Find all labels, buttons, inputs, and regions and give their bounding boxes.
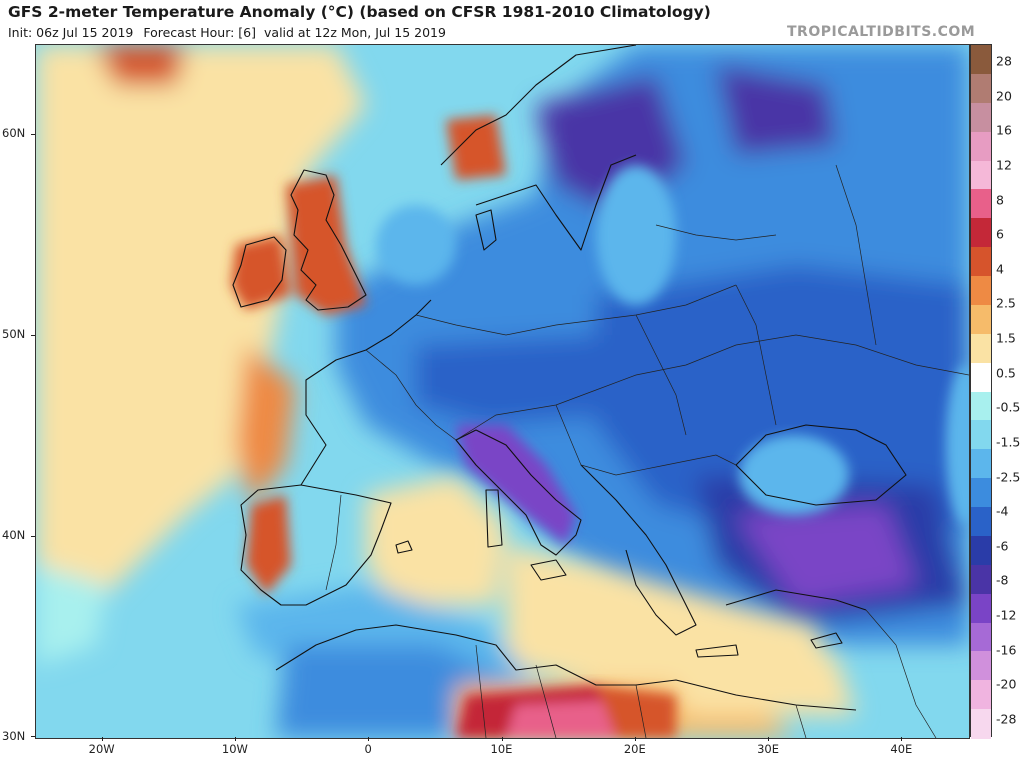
colorbar-label: -12 bbox=[996, 607, 1017, 623]
valid-time: valid at 12z Mon, Jul 15 2019 bbox=[264, 25, 446, 40]
country-borders bbox=[325, 164, 969, 738]
colorbar-segment bbox=[971, 593, 991, 623]
atlantic-warm-region bbox=[36, 45, 366, 665]
colorbar-segment bbox=[971, 247, 991, 277]
longitude-label: 40E bbox=[890, 742, 913, 756]
latitude-tick bbox=[31, 134, 35, 136]
colorbar-segment bbox=[971, 680, 991, 710]
colorbar-segment bbox=[971, 420, 991, 450]
latitude-label: 40N bbox=[2, 528, 26, 543]
latitude-label: 30N bbox=[2, 729, 26, 743]
colorbar-label: 1.5 bbox=[996, 330, 1016, 346]
north-africa-hot-region bbox=[456, 685, 676, 738]
colorbar-label: 28 bbox=[996, 53, 1012, 69]
forecast-info: Init: 06z Jul 15 2019 Forecast Hour: [6] v… bbox=[8, 25, 446, 40]
longitude-tick bbox=[901, 737, 903, 741]
colorbar-segment bbox=[971, 507, 991, 537]
colorbar-segment bbox=[971, 276, 991, 306]
map-canvas bbox=[36, 45, 969, 738]
colorbar-label: -4 bbox=[996, 503, 1009, 519]
colorbar-segment bbox=[971, 102, 991, 133]
colorbar-label: -0.5 bbox=[996, 399, 1021, 415]
colorbar-label: -2.5 bbox=[996, 469, 1021, 485]
colorbar-segment bbox=[971, 218, 991, 248]
colorbar-label: -16 bbox=[996, 642, 1017, 658]
colorbar-segment bbox=[971, 449, 991, 479]
longitude-tick bbox=[501, 737, 503, 741]
longitude-label: 20E bbox=[623, 742, 646, 756]
colorbar-segment bbox=[971, 160, 991, 190]
init-time: Init: 06z Jul 15 2019 bbox=[8, 25, 134, 40]
longitude-label: 0 bbox=[364, 742, 372, 756]
colorbar-label: 12 bbox=[996, 157, 1012, 173]
colorbar-segment bbox=[971, 564, 991, 595]
latitude-label: 50N bbox=[2, 327, 26, 342]
colorbar-label: 6 bbox=[996, 226, 1004, 242]
colorbar-label: 8 bbox=[996, 192, 1004, 208]
colorbar-segment bbox=[971, 333, 991, 364]
latitude-tick bbox=[31, 335, 35, 337]
colorbar-label: -28 bbox=[996, 711, 1017, 727]
colorbar-segment bbox=[971, 535, 991, 566]
latitude-label: 60N bbox=[2, 126, 26, 141]
longitude-label: 10W bbox=[221, 742, 248, 756]
colorbar-label: 20 bbox=[996, 88, 1012, 104]
colorbar-segment bbox=[971, 651, 991, 681]
longitude-tick bbox=[768, 737, 770, 741]
longitude-tick bbox=[234, 737, 236, 741]
longitude-label: 10E bbox=[490, 742, 513, 756]
colorbar-label: 2.5 bbox=[996, 295, 1016, 311]
longitude-tick bbox=[368, 737, 370, 741]
colorbar-segment bbox=[971, 478, 991, 508]
colorbar-segment bbox=[971, 45, 991, 75]
longitude-tick bbox=[101, 737, 103, 741]
colorbar bbox=[970, 44, 992, 739]
latitude-tick bbox=[31, 536, 35, 538]
longitude-label: 30E bbox=[757, 742, 780, 756]
colorbar-segment bbox=[971, 362, 991, 392]
colorbar-label: -8 bbox=[996, 572, 1009, 588]
italy-cold-region bbox=[456, 425, 576, 545]
colorbar-segment bbox=[971, 131, 991, 161]
colorbar-label: 0.5 bbox=[996, 365, 1016, 381]
uk-ireland-warm-region bbox=[231, 115, 506, 595]
colorbar-segment bbox=[971, 709, 991, 739]
colorbar-label: -1.5 bbox=[996, 434, 1021, 450]
colorbar-segment bbox=[971, 622, 991, 652]
colorbar-segment bbox=[971, 304, 991, 335]
colorbar-segment bbox=[971, 391, 991, 421]
colorbar-label: -20 bbox=[996, 676, 1017, 692]
colorbar-segment bbox=[971, 189, 991, 219]
chart-title: GFS 2-meter Temperature Anomaly (°C) (ba… bbox=[8, 3, 711, 21]
colorbar-label: -6 bbox=[996, 538, 1009, 554]
longitude-tick bbox=[634, 737, 636, 741]
colorbar-segment bbox=[971, 73, 991, 104]
longitude-label: 20W bbox=[88, 742, 115, 756]
colorbar-label: 16 bbox=[996, 122, 1012, 138]
colorbar-label: 4 bbox=[996, 261, 1004, 277]
latitude-tick bbox=[31, 736, 35, 737]
coastlines bbox=[232, 45, 907, 711]
anomaly-map[interactable] bbox=[35, 44, 970, 739]
forecast-hour: Forecast Hour: [6] bbox=[143, 25, 257, 40]
watermark: TROPICALTIDBITS.COM bbox=[787, 24, 976, 40]
